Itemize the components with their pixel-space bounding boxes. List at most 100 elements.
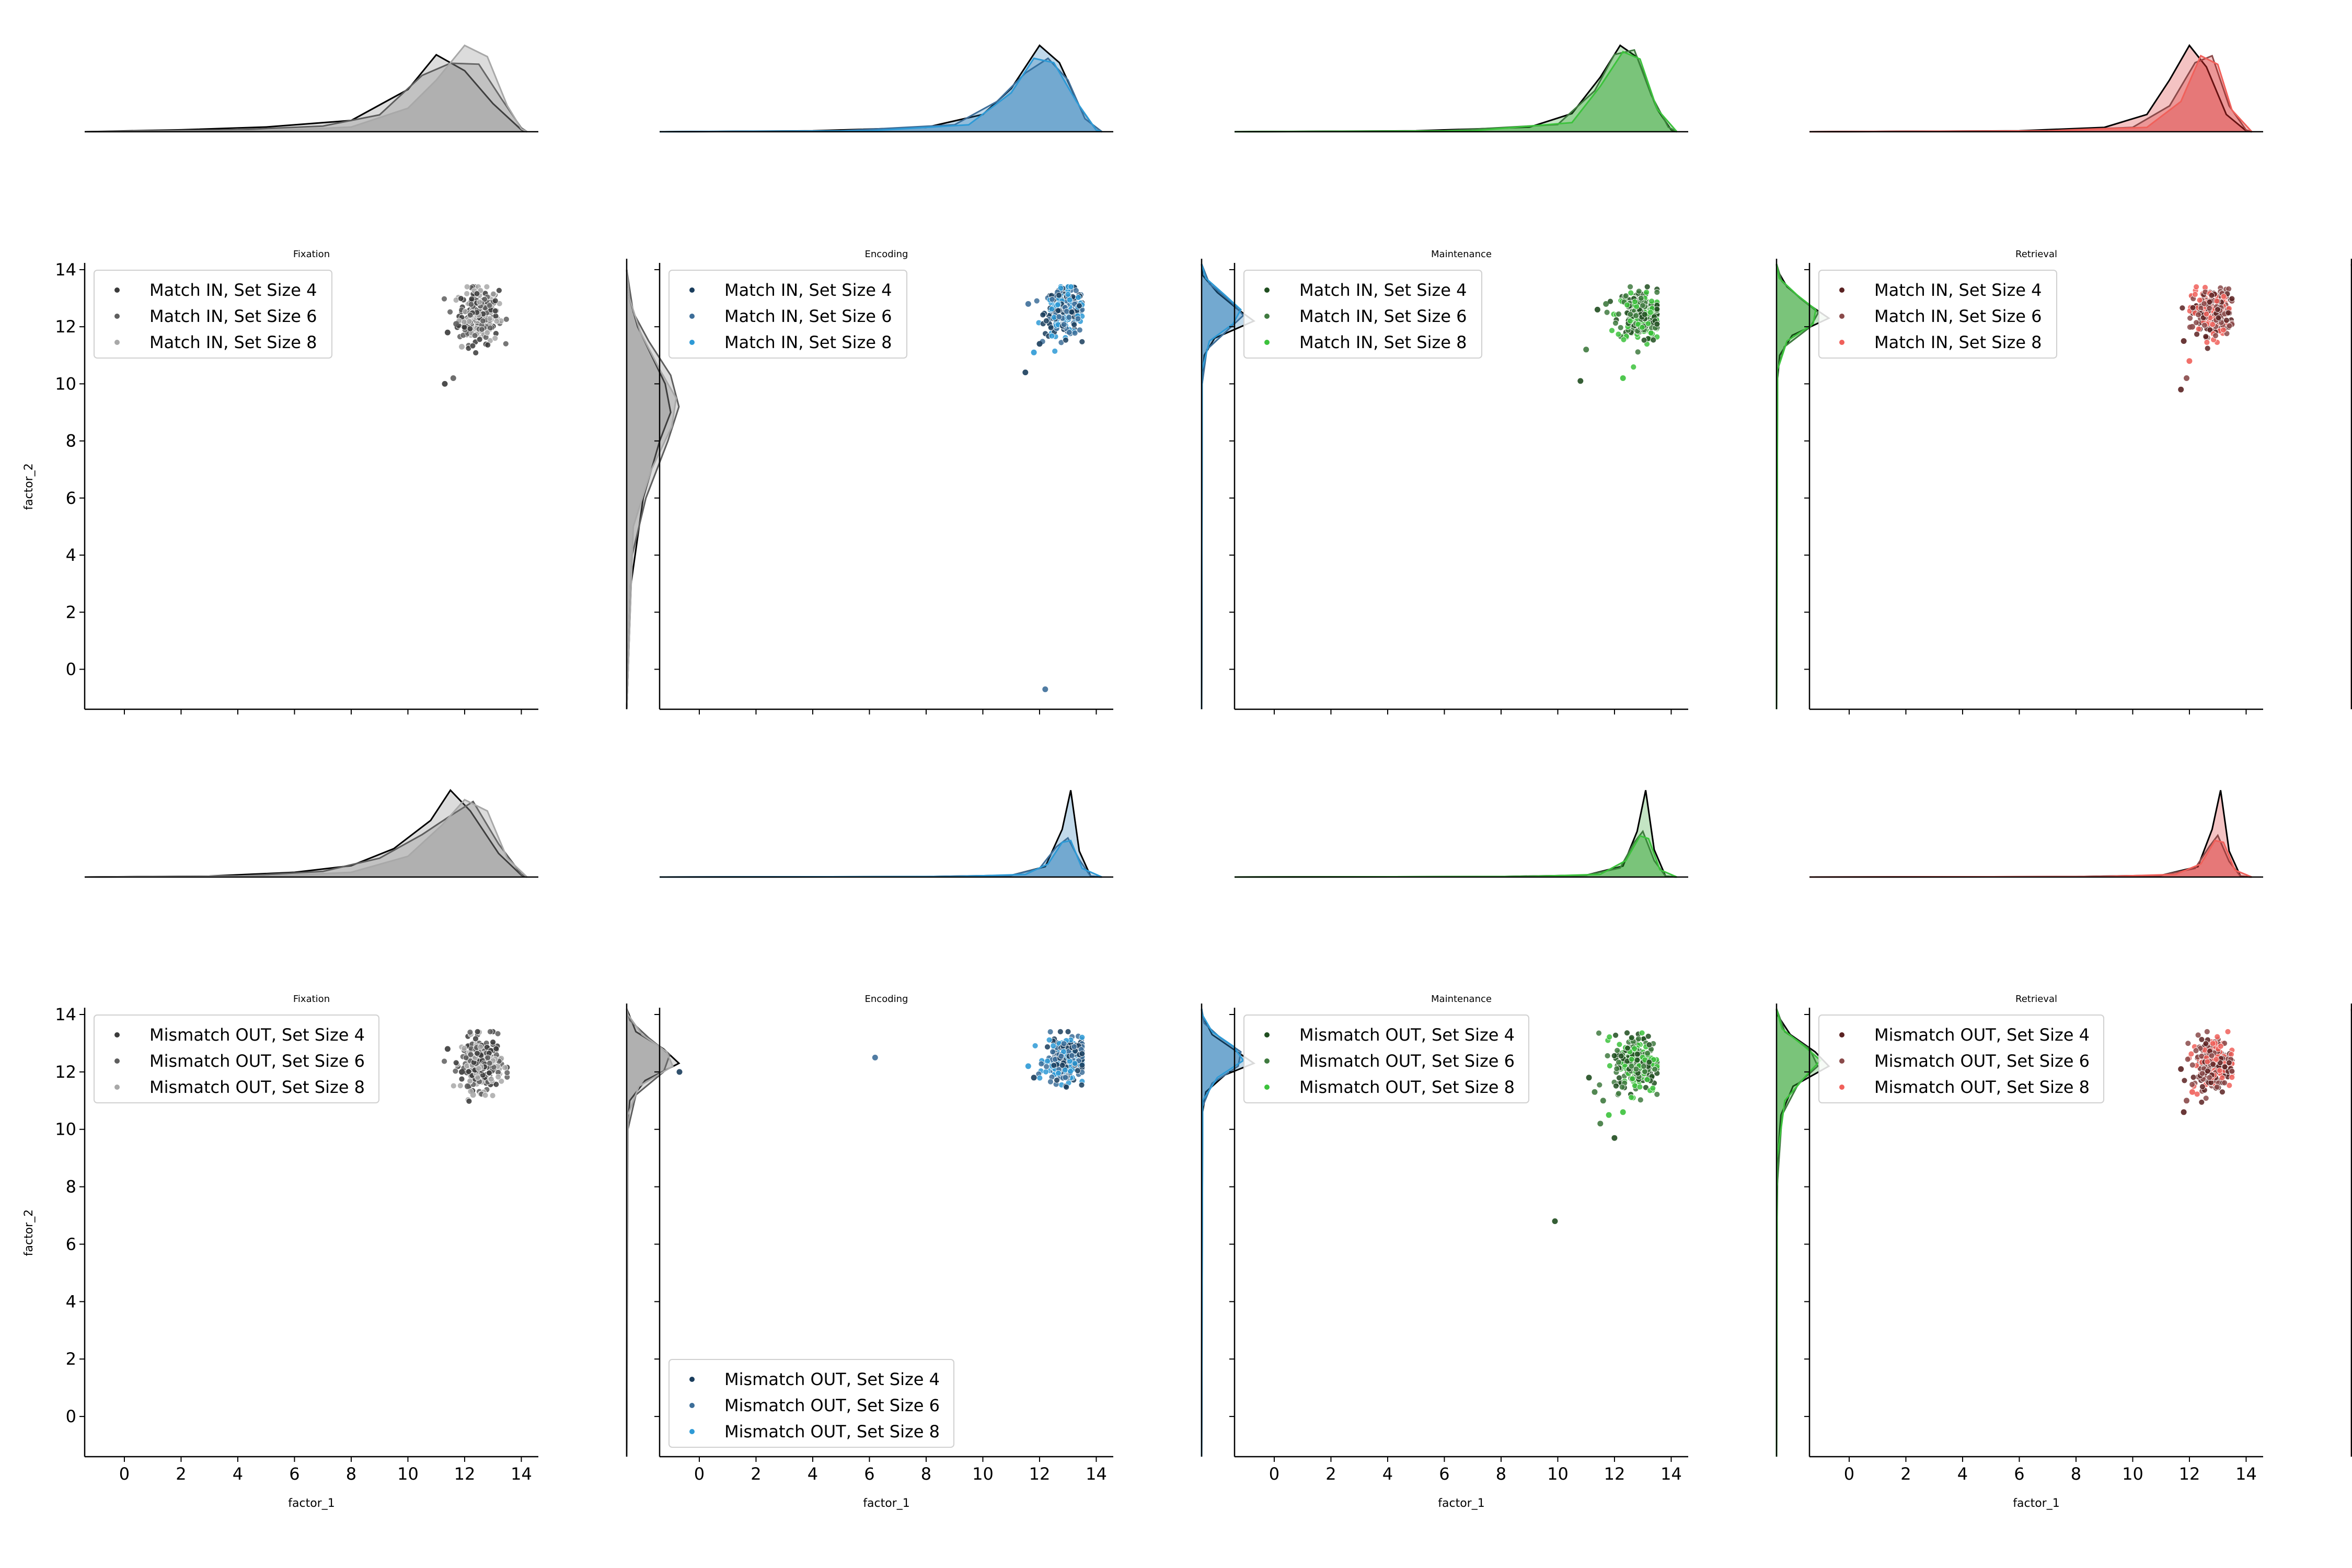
scatter-point-outlier — [1036, 341, 1043, 347]
scatter-point — [1057, 285, 1064, 292]
legend-label: Match IN, Set Size 8 — [1874, 332, 2042, 352]
marginal-y-kde-fill — [627, 1009, 670, 1457]
scatter-point — [2179, 305, 2186, 312]
scatter-point — [2189, 304, 2196, 311]
scatter-point — [1627, 283, 1634, 290]
x-tick-label: 10 — [1547, 1464, 1569, 1484]
x-tick-label: 10 — [397, 1464, 419, 1484]
x-tick-label: 6 — [289, 1464, 299, 1484]
legend-box — [94, 1014, 379, 1103]
legend-marker — [1839, 340, 1844, 345]
marginal-x-kde-line — [84, 44, 527, 133]
x-tick-label: 12 — [2179, 1464, 2200, 1484]
marginal-y-kde-fill — [1777, 264, 1829, 709]
panel-retrieval-2: Retrieval 0 2 4 6 8 10 12 14 factor_1 Mismatch OUT… — [1804, 790, 2352, 1510]
scatter-point — [2213, 1083, 2220, 1090]
legend-label: Mismatch OUT, Set Size 6 — [149, 1051, 365, 1071]
scatter-point — [1043, 1068, 1049, 1075]
legend-marker — [689, 1377, 695, 1382]
scatter-point — [1641, 311, 1648, 318]
x-tick-label: 14 — [511, 1464, 532, 1484]
scatter-point — [1066, 314, 1073, 320]
legend-marker — [114, 1058, 120, 1064]
scatter-point — [458, 295, 464, 302]
x-tick-label: 12 — [454, 1464, 476, 1484]
scatter-point-outlier — [1025, 301, 1031, 307]
scatter-point-outlier — [676, 1069, 683, 1075]
scatter-point — [441, 1058, 447, 1065]
scatter-point — [1067, 1068, 1074, 1075]
scatter-point — [466, 1098, 472, 1104]
scatter-point — [1606, 1034, 1613, 1040]
x-tick-label: 0 — [1269, 1464, 1279, 1484]
y-tick-label: 6 — [66, 1234, 76, 1254]
x-tick-label: 2 — [751, 1464, 761, 1484]
scatter-point — [2181, 1077, 2188, 1084]
scatter-point — [2212, 332, 2219, 339]
marginal-x-kde-fill — [1809, 45, 2252, 132]
scatter-point — [1033, 297, 1040, 304]
marginal-x-kde-fill — [660, 58, 1102, 132]
scatter-point-outlier — [1597, 1121, 1604, 1127]
legend-box — [668, 1359, 954, 1448]
scatter-point — [1614, 1047, 1621, 1054]
panel-encoding-1: Encoding Match IN, Set Size 4 Match IN, Se… — [654, 44, 1255, 714]
x-tick-label: 0 — [119, 1464, 130, 1484]
scatter-point — [487, 1029, 493, 1035]
scatter-point-outlier — [2186, 358, 2193, 364]
scatter-point — [2215, 315, 2222, 321]
marginal-x-kde-fill — [1809, 840, 2252, 877]
legend-marker — [1839, 1085, 1844, 1090]
marginal-y-kde-fill — [627, 269, 676, 709]
marginal-y-kde-fill — [1202, 264, 1254, 709]
scatter-point — [493, 1045, 500, 1052]
scatter-point — [2208, 292, 2215, 298]
scatter-point-outlier — [1620, 1109, 1626, 1115]
scatter-point — [2224, 1029, 2231, 1035]
legend-label: Mismatch OUT, Set Size 8 — [1299, 1077, 1515, 1097]
panel-title: Retrieval — [2015, 249, 2057, 260]
x-tick-label: 10 — [2122, 1464, 2143, 1484]
scatter-point — [474, 290, 480, 297]
legend-marker — [689, 314, 695, 319]
scatter-point — [2192, 291, 2198, 298]
marginal-x-kde-fill — [660, 58, 1102, 132]
y-tick-label: 14 — [55, 1005, 76, 1024]
scatter-point — [2188, 1051, 2195, 1057]
legend-label: Mismatch OUT, Set Size 8 — [149, 1077, 365, 1097]
marginal-x-kde-fill — [660, 790, 1102, 877]
legend-label: Match IN, Set Size 8 — [149, 332, 317, 352]
scatter-point — [466, 318, 472, 325]
legend-label: Mismatch OUT, Set Size 6 — [1874, 1051, 2090, 1071]
marginal-x-kde-fill — [85, 800, 527, 877]
scatter-point — [471, 332, 478, 339]
marginal-y-kde-fill — [1202, 1009, 1254, 1457]
scatter-point — [2213, 1056, 2220, 1063]
marginal-x-kde-fill — [660, 838, 1102, 877]
marginal-y-kde-line — [1201, 1008, 1242, 1457]
marginal-y-kde-fill — [1202, 1009, 1243, 1457]
x-tick-label: 8 — [1496, 1464, 1506, 1484]
scatter-point — [1647, 309, 1654, 316]
scatter-point — [2219, 1075, 2226, 1081]
legend-marker — [1264, 287, 1270, 293]
scatter-point-outlier — [470, 1092, 476, 1098]
scatter-point — [494, 1030, 501, 1037]
scatter-point — [1056, 292, 1062, 298]
legend-marker — [1839, 1032, 1844, 1037]
marginal-x-kde-line — [84, 53, 527, 133]
scatter-point — [1630, 364, 1637, 370]
panel-maintenance-2: Maintenance 0 2 4 6 8 10 12 14 factor_1 Mismatch O… — [1229, 790, 1830, 1510]
scatter-point — [1616, 1075, 1622, 1081]
scatter-point — [2229, 1068, 2235, 1075]
scatter-point — [1066, 297, 1073, 303]
scatter-point — [1654, 1091, 1661, 1098]
scatter-point — [1065, 291, 1071, 297]
legend-label: Mismatch OUT, Set Size 4 — [149, 1025, 365, 1045]
scatter-point — [1639, 1030, 1645, 1036]
marginal-x-kde-line — [659, 839, 1102, 878]
scatter-point — [2209, 321, 2216, 328]
scatter-point — [492, 335, 499, 342]
legend-marker — [689, 1403, 695, 1408]
